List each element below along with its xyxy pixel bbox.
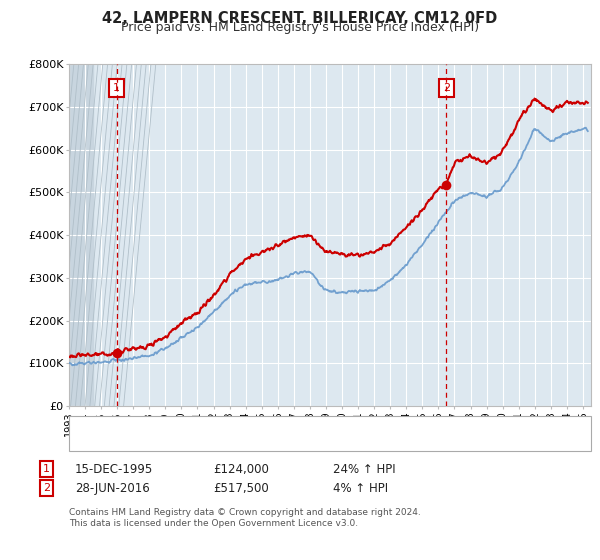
Text: Contains HM Land Registry data © Crown copyright and database right 2024.
This d: Contains HM Land Registry data © Crown c… xyxy=(69,508,421,528)
Text: 15-DEC-1995: 15-DEC-1995 xyxy=(75,463,153,476)
Text: 42, LAMPERN CRESCENT, BILLERICAY, CM12 0FD (detached house): 42, LAMPERN CRESCENT, BILLERICAY, CM12 0… xyxy=(108,421,475,431)
Text: 4% ↑ HPI: 4% ↑ HPI xyxy=(333,482,388,495)
Text: 42, LAMPERN CRESCENT, BILLERICAY, CM12 0FD: 42, LAMPERN CRESCENT, BILLERICAY, CM12 0… xyxy=(103,11,497,26)
Text: ———: ——— xyxy=(76,419,113,432)
Text: 2: 2 xyxy=(443,83,450,94)
Text: HPI: Average price, detached house, Basildon: HPI: Average price, detached house, Basi… xyxy=(108,437,357,447)
Text: 1: 1 xyxy=(43,464,50,474)
Text: 2: 2 xyxy=(43,483,50,493)
Text: ———: ——— xyxy=(76,436,113,449)
Text: 1: 1 xyxy=(113,83,120,94)
Text: £124,000: £124,000 xyxy=(213,463,269,476)
Text: Price paid vs. HM Land Registry's House Price Index (HPI): Price paid vs. HM Land Registry's House … xyxy=(121,21,479,34)
Text: 28-JUN-2016: 28-JUN-2016 xyxy=(75,482,150,495)
Text: 24% ↑ HPI: 24% ↑ HPI xyxy=(333,463,395,476)
Text: £517,500: £517,500 xyxy=(213,482,269,495)
Bar xyxy=(69,64,93,406)
